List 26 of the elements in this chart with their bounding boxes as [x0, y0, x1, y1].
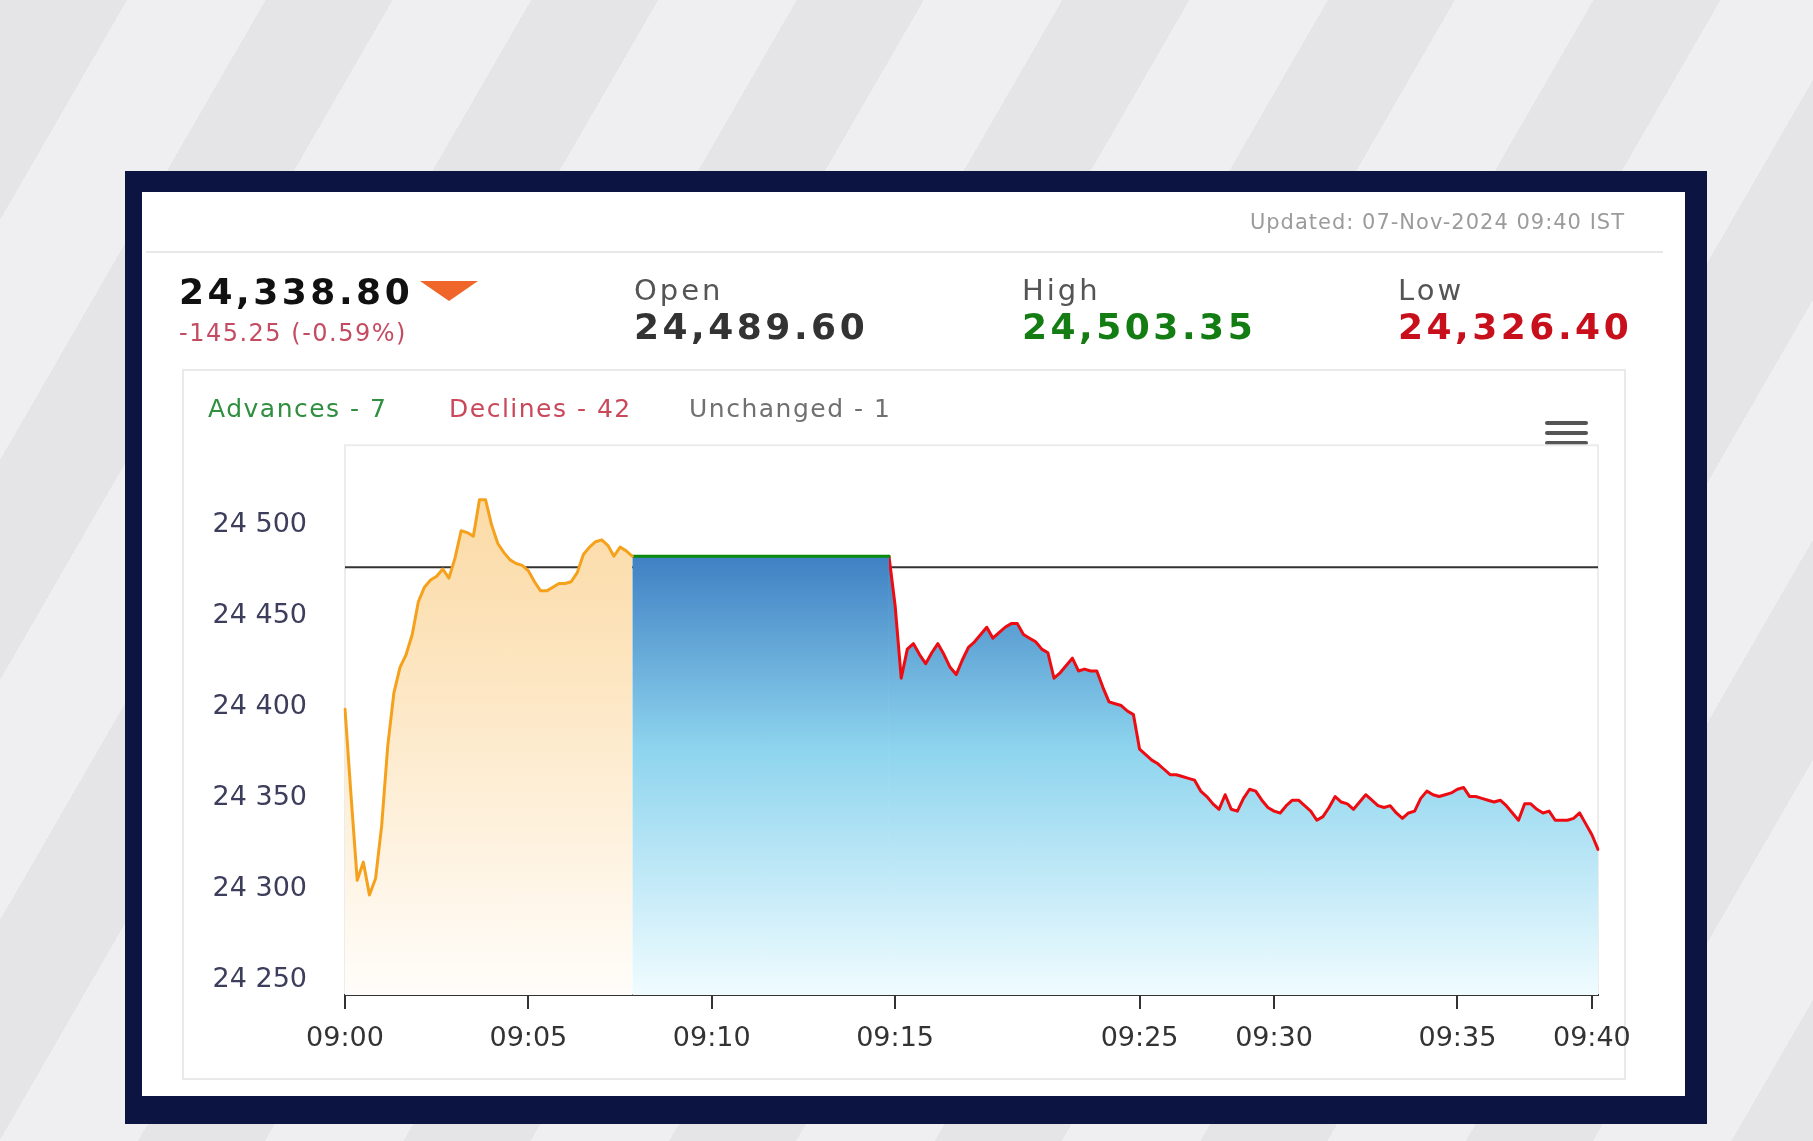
y-tick-label: 24 450 [212, 598, 307, 630]
y-tick-label: 24 400 [212, 689, 307, 721]
y-tick-label: 24 300 [212, 871, 307, 903]
y-tick-label: 24 250 [212, 962, 307, 994]
x-tick-label: 09:00 [306, 1021, 384, 1053]
text: Unchanged - 1 [689, 394, 892, 423]
x-tick-label: 09:35 [1418, 1021, 1497, 1053]
chart-title: 24,338.80 [179, 271, 414, 312]
x-tick-label: 09:10 [672, 1021, 751, 1053]
text: Updated: 07-Nov-2024 09:40 IST [1249, 210, 1625, 234]
text: Open [634, 273, 724, 307]
y-tick-label: 24 500 [212, 507, 307, 539]
text: 24,326.40 [1398, 306, 1633, 347]
text: Declines - 42 [449, 394, 632, 423]
text: High [1022, 273, 1101, 307]
y-tick-label: 24 350 [212, 780, 307, 812]
chart-subtitle: -145.25 (-0.59%) [179, 319, 407, 347]
x-tick-label: 09:15 [856, 1021, 934, 1053]
x-tick-label: 09:25 [1100, 1021, 1179, 1053]
x-tick-label: 09:05 [489, 1021, 568, 1053]
x-tick-label: 09:30 [1235, 1021, 1313, 1053]
x-tick-label: 09:40 [1552, 1021, 1631, 1053]
text: 24,503.35 [1022, 306, 1257, 347]
text: 24,489.60 [634, 306, 869, 347]
text: Advances - 7 [208, 394, 388, 423]
text: Low [1398, 273, 1465, 307]
